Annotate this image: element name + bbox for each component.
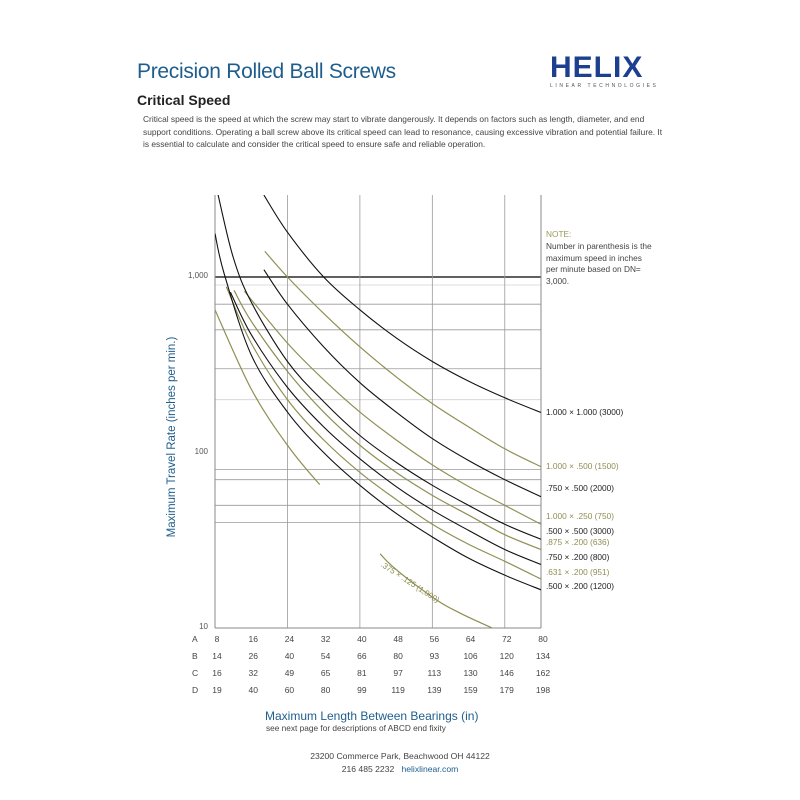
fixity-length-value: 16 xyxy=(248,634,258,644)
fixity-length-value: 24 xyxy=(284,634,295,644)
fixity-length-value: 80 xyxy=(393,651,403,661)
curves-group xyxy=(215,195,541,628)
curve-label: 1.000 × 1.000 (3000) xyxy=(546,407,624,417)
fixity-length-value: 80 xyxy=(538,634,548,644)
fixity-row-label: B xyxy=(192,651,198,661)
fixity-length-value: 80 xyxy=(320,685,331,695)
fixity-row-label: D xyxy=(192,685,199,695)
section-title: Critical Speed xyxy=(137,92,231,108)
chart-note: NOTE: Number in parenthesis is the maxim… xyxy=(546,229,656,288)
fixity-length-value: 32 xyxy=(320,634,331,644)
note-body: Number in parenthesis is the maximum spe… xyxy=(546,240,652,287)
x-axis-note: see next page for descriptions of ABCD e… xyxy=(266,723,446,733)
fixity-length-value: 93 xyxy=(429,651,440,661)
y-tick-label: 10 xyxy=(199,622,208,631)
y-tick-label: 1,000 xyxy=(187,271,208,280)
fixity-length-value: 32 xyxy=(248,668,258,678)
fixity-length-value: 26 xyxy=(248,651,258,661)
curve-label: .500 × .500 (3000) xyxy=(546,526,615,536)
curve-label: .875 × .200 (636) xyxy=(546,537,610,547)
footer-address: 23200 Commerce Park, Beachwood OH 44122 xyxy=(310,751,490,761)
fixity-length-value: 134 xyxy=(535,651,551,661)
note-heading: NOTE: xyxy=(546,229,572,239)
fixity-length-value: 65 xyxy=(320,668,331,678)
curve-375-x-125-1-000 xyxy=(215,309,493,628)
y-tick-label: 100 xyxy=(194,446,208,456)
x-axis-label: Maximum Length Between Bearings (in) xyxy=(265,709,479,723)
fixity-length-value: 99 xyxy=(357,685,367,695)
curve-label: .631 × .200 (951) xyxy=(546,567,610,577)
fixity-length-value: 16 xyxy=(212,668,222,678)
fixity-length-value: 162 xyxy=(535,668,551,678)
logo-tagline: LINEAR TECHNOLOGIES xyxy=(550,83,659,89)
fixity-length-value: 97 xyxy=(393,668,403,678)
fixity-length-value: 19 xyxy=(212,685,222,695)
page-title: Precision Rolled Ball Screws xyxy=(137,60,396,83)
fixity-length-value: 72 xyxy=(502,634,512,644)
fixity-length-value: 130 xyxy=(463,668,478,678)
helix-logo: HELIX LINEAR TECHNOLOGIES xyxy=(550,51,660,90)
curve-750-x-500-2000 xyxy=(263,269,541,498)
fixity-length-value: 66 xyxy=(357,651,367,661)
fixity-length-value: 198 xyxy=(535,685,551,695)
fixity-length-value: 113 xyxy=(427,668,442,678)
fixity-length-value: 56 xyxy=(429,634,440,644)
curve-1-000-x-1-000-3000 xyxy=(263,195,541,414)
curve-1-000-x-250-750 xyxy=(243,290,541,525)
fixity-length-value: 54 xyxy=(320,651,331,661)
curve-1-000-x-500-1500 xyxy=(264,250,541,468)
fixity-length-value: 159 xyxy=(463,685,478,695)
fixity-length-value: 179 xyxy=(499,685,514,695)
fixity-length-value: 60 xyxy=(284,685,295,695)
fixity-length-value: 40 xyxy=(248,685,258,695)
fixity-length-value: 81 xyxy=(357,668,367,678)
fixity-length-value: 106 xyxy=(463,651,478,661)
footer-contact: 216 485 2232 helixlinear.com xyxy=(0,764,800,774)
fixity-length-value: 40 xyxy=(284,651,295,661)
y-axis-label: Maximum Travel Rate (inches per min.) xyxy=(166,336,178,538)
fixity-length-value: 119 xyxy=(391,685,405,695)
fixity-length-value: 146 xyxy=(499,668,514,678)
fixity-length-value: 120 xyxy=(499,651,514,661)
curve-500-x-200-1200 xyxy=(215,233,541,591)
fixity-row-label: C xyxy=(192,668,199,678)
fixity-length-value: 8 xyxy=(214,634,220,644)
footer-website-link[interactable]: helixlinear.com xyxy=(401,764,459,774)
curve-500-x-500-3000 xyxy=(217,195,541,540)
curve-750-x-200-800 xyxy=(229,291,541,566)
curve-631-x-200-951 xyxy=(225,286,541,580)
footer-phone: 216 485 2232 xyxy=(341,764,395,774)
curve-label: 1.000 × .250 (750) xyxy=(546,511,615,521)
logo-wordmark: HELIX xyxy=(550,51,644,84)
curve-875-x-200-636 xyxy=(233,289,541,551)
fixity-length-value: 40 xyxy=(357,634,367,644)
curve-label: .750 × .500 (2000) xyxy=(546,483,615,493)
fixity-length-value: 49 xyxy=(284,668,295,678)
intro-paragraph: Critical speed is the speed at which the… xyxy=(143,114,663,149)
curve-label: 1.000 × .500 (1500) xyxy=(546,461,619,471)
curve-label: .750 × .200 (800) xyxy=(546,552,610,562)
fixity-length-value: 139 xyxy=(427,685,442,695)
fixity-length-value: 14 xyxy=(212,651,222,661)
curve-label: .500 × .200 (1200) xyxy=(546,581,615,591)
fixity-length-value: 48 xyxy=(393,634,403,644)
fixity-row-label: A xyxy=(192,634,198,644)
fixity-length-value: 64 xyxy=(465,634,476,644)
